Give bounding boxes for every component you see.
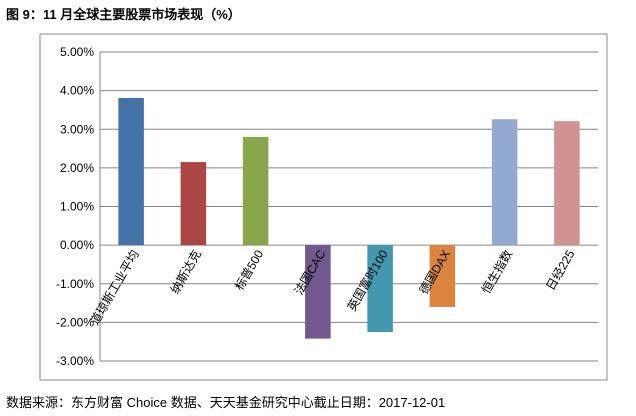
bar [305, 245, 331, 339]
x-tick-label: 道琼斯工业平均 [87, 247, 142, 327]
y-tick-label: -3.00% [56, 354, 94, 368]
y-tick-label: -2.00% [56, 315, 94, 329]
y-tick-label: 0.00% [60, 238, 94, 252]
y-tick-label: 1.00% [60, 200, 94, 214]
chart-frame [39, 33, 608, 381]
source-note: 数据来源：东方财富 Choice 数据、天天基金研究中心截止日期：2017-12… [6, 395, 446, 410]
x-tick-label: 恒生指数 [478, 247, 515, 296]
x-tick-label: 标普500 [232, 247, 266, 292]
bar [491, 119, 518, 246]
y-tick-label: 5.00% [60, 45, 94, 59]
y-tick-label: 2.00% [60, 161, 94, 175]
y-tick-label: -1.00% [56, 277, 94, 291]
bar [367, 245, 393, 333]
bar [554, 121, 580, 246]
bar [118, 97, 144, 246]
x-tick-label: 纳斯达克 [168, 248, 204, 297]
chart-title: 图 9：11 月全球主要股票市场表现（%） [6, 7, 241, 22]
y-tick-label: 4.00% [60, 84, 94, 98]
bar [242, 136, 269, 246]
y-tick-label: 3.00% [60, 122, 94, 136]
bar [429, 245, 456, 307]
x-tick-label: 日经225 [543, 247, 577, 292]
bar [180, 162, 207, 246]
